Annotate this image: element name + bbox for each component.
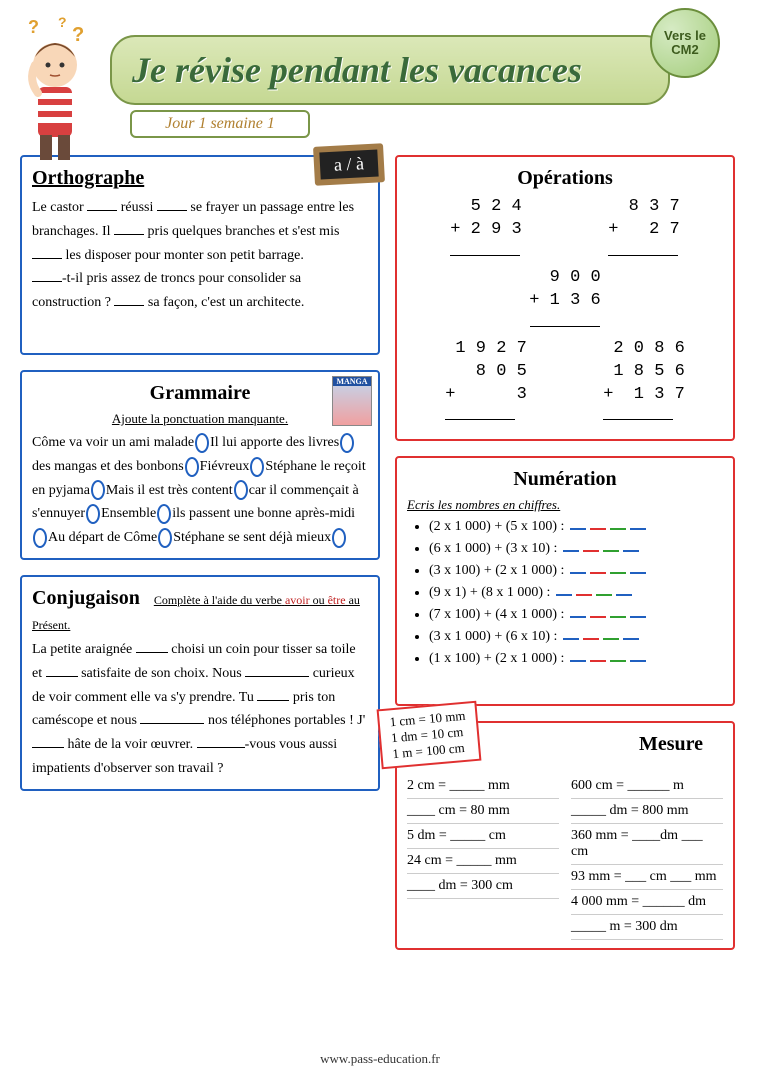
numeration-box: Numération Ecris les nombres en chiffres… (395, 456, 735, 706)
level-badge: Vers le CM2 (650, 8, 720, 78)
grammaire-instruction: Ajoute la ponctuation manquante. (32, 411, 368, 427)
badge-line2: CM2 (671, 43, 698, 57)
mesure-item: 600 cm = ______ m (571, 774, 723, 799)
numeration-item: (9 x 1) + (8 x 1 000) : (429, 585, 723, 601)
conj-ou: ou (310, 593, 328, 607)
numeration-item: (1 x 100) + (2 x 1 000) : (429, 651, 723, 667)
numeration-item: (7 x 100) + (4 x 1 000) : (429, 607, 723, 623)
numeration-item: (3 x 100) + (2 x 1 000) : (429, 563, 723, 579)
boy-illustration: ? ? ? (10, 15, 100, 165)
mesure-columns: 2 cm = _____ mm____ cm = 80 mm5 dm = ___… (407, 774, 723, 940)
mesure-left: 2 cm = _____ mm____ cm = 80 mm5 dm = ___… (407, 774, 559, 940)
grammaire-box: MANGA Grammaire Ajoute la ponctuation ma… (20, 370, 380, 560)
mesure-item: 2 cm = _____ mm (407, 774, 559, 799)
numeration-list: (2 x 1 000) + (5 x 100) : (6 x 1 000) + … (407, 519, 723, 667)
orthographe-box: a / à Orthographe Le castor réussi se fr… (20, 155, 380, 355)
page-title: Je révise pendant les vacances (132, 49, 582, 91)
grammaire-heading: Grammaire (32, 382, 368, 405)
operations-box: Opérations 5 2 4 + 2 9 3 8 3 7 + 2 7 9 0… (395, 155, 735, 441)
numeration-item: (2 x 1 000) + (5 x 100) : (429, 519, 723, 535)
operations-heading: Opérations (407, 167, 723, 190)
svg-text:?: ? (58, 15, 67, 30)
conj-instr-pre: Complète à l'aide du verbe (154, 593, 282, 607)
mesure-item: ____ dm = 300 cm (407, 874, 559, 899)
svg-text:?: ? (72, 24, 84, 46)
numeration-item: (3 x 1 000) + (6 x 10) : (429, 629, 723, 645)
mesure-reference: 1 cm = 10 mm 1 dm = 10 cm 1 m = 100 cm (377, 701, 482, 769)
day-label: Jour 1 semaine 1 (130, 110, 310, 138)
orthographe-text: Le castor réussi se frayer un passage en… (32, 196, 368, 315)
conj-verb-a: avoir (285, 593, 310, 607)
mesure-item: 4 000 mm = ______ dm (571, 890, 723, 915)
numeration-heading: Numération (407, 468, 723, 491)
numeration-item: (6 x 1 000) + (3 x 10) : (429, 541, 723, 557)
manga-thumbnail: MANGA (332, 376, 372, 426)
conjugaison-heading: Conjugaison (32, 587, 140, 610)
mesure-item: 5 dm = _____ cm (407, 824, 559, 849)
footer-url: www.pass-education.fr (0, 1051, 760, 1067)
conjugaison-box: Conjugaison Complète à l'aide du verbe a… (20, 575, 380, 791)
mesure-item: 360 mm = ____dm ___ cm (571, 824, 723, 865)
mesure-item: _____ m = 300 dm (571, 915, 723, 940)
manga-label: MANGA (333, 377, 371, 386)
svg-text:?: ? (28, 17, 39, 37)
numeration-instruction: Ecris les nombres en chiffres. (407, 497, 723, 513)
mesure-item: ____ cm = 80 mm (407, 799, 559, 824)
mesure-item: 24 cm = _____ mm (407, 849, 559, 874)
mesure-item: _____ dm = 800 mm (571, 799, 723, 824)
mesure-right: 600 cm = ______ m_____ dm = 800 mm360 mm… (571, 774, 723, 940)
chalkboard-a: a / à (313, 143, 385, 186)
chalk-text: a / à (333, 153, 364, 175)
conjugaison-text: La petite araignée choisi un coin pour t… (32, 638, 368, 781)
mesure-item: 93 mm = ___ cm ___ mm (571, 865, 723, 890)
grammaire-text: Côme va voir un ami maladeIl lui apporte… (32, 431, 368, 550)
operations-body: 5 2 4 + 2 9 3 8 3 7 + 2 7 9 0 0 + 1 3 6 … (407, 196, 723, 429)
badge-line1: Vers le (664, 29, 706, 43)
conj-verb-b: être (328, 593, 346, 607)
mesure-box: 1 cm = 10 mm 1 dm = 10 cm 1 m = 100 cm M… (395, 721, 735, 950)
title-block: Je révise pendant les vacances (110, 35, 670, 105)
